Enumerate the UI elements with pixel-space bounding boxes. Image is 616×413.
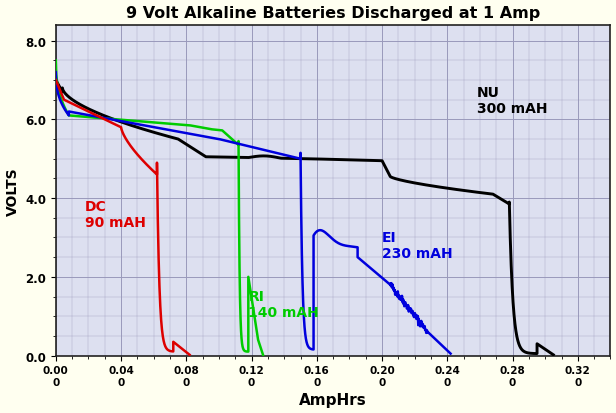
Text: RI
140 mAH: RI 140 mAH [248, 290, 319, 320]
Text: DC
90 mAH: DC 90 mAH [85, 199, 146, 229]
Title: 9 Volt Alkaline Batteries Discharged at 1 Amp: 9 Volt Alkaline Batteries Discharged at … [126, 5, 540, 21]
Y-axis label: VOLTS: VOLTS [6, 166, 20, 215]
Text: EI
230 mAH: EI 230 mAH [382, 231, 453, 261]
Text: NU
300 mAH: NU 300 mAH [477, 85, 547, 116]
X-axis label: AmpHrs: AmpHrs [299, 392, 367, 408]
